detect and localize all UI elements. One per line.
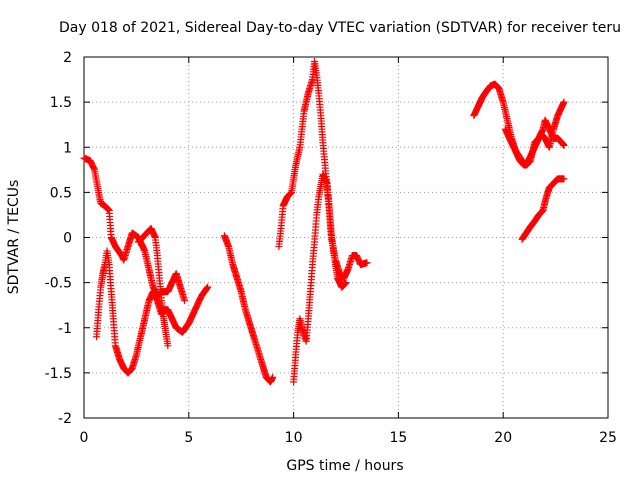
satellite-track-9 bbox=[518, 175, 568, 243]
data-point bbox=[560, 141, 568, 149]
y-tick-label: 0.5 bbox=[50, 185, 72, 201]
y-tick-label: 1 bbox=[63, 140, 72, 156]
x-tick-label: 5 bbox=[184, 430, 193, 446]
y-tick-label: -0.5 bbox=[45, 276, 72, 292]
satellite-track-2 bbox=[93, 247, 212, 377]
satellite-track-8 bbox=[501, 116, 568, 169]
data-point bbox=[560, 175, 568, 183]
grid bbox=[84, 57, 608, 418]
y-tick-labels: -2 -1.5 -1 -0.5 0 0.5 1 1.5 2 bbox=[45, 50, 72, 427]
y-tick-label: -2 bbox=[58, 411, 72, 427]
data-point bbox=[269, 373, 277, 381]
satellite-track-6 bbox=[290, 170, 371, 386]
data-series bbox=[80, 58, 568, 386]
chart-title: Day 018 of 2021, Sidereal Day-to-day VTE… bbox=[59, 20, 621, 36]
y-tick-label: 0 bbox=[63, 231, 72, 247]
x-tick-labels: 0 5 10 15 20 25 bbox=[80, 430, 617, 446]
plot-frame bbox=[83, 56, 609, 419]
satellite-track-5 bbox=[275, 58, 350, 291]
y-tick-label: 2 bbox=[63, 50, 72, 66]
y-tick-label: 1.5 bbox=[50, 95, 72, 111]
x-tick-label: 20 bbox=[494, 430, 512, 446]
data-point bbox=[181, 297, 189, 305]
y-axis-title: SDTVAR / TECUs bbox=[6, 180, 22, 295]
data-point bbox=[560, 98, 568, 106]
x-tick-label: 10 bbox=[285, 430, 303, 446]
data-point bbox=[342, 279, 350, 287]
x-tick-label: 15 bbox=[389, 430, 407, 446]
data-point bbox=[164, 342, 172, 350]
satellite-track-4 bbox=[220, 232, 277, 386]
y-tick-label: -1 bbox=[58, 321, 72, 337]
satellite-track-3 bbox=[134, 224, 172, 350]
satellite-track-1 bbox=[80, 154, 189, 305]
x-tick-label: 25 bbox=[599, 430, 617, 446]
axis-ticks bbox=[83, 56, 609, 419]
data-point bbox=[204, 283, 212, 291]
y-tick-label: -1.5 bbox=[45, 366, 72, 382]
x-axis-title: GPS time / hours bbox=[286, 458, 403, 474]
x-tick-label: 0 bbox=[80, 430, 89, 446]
data-point bbox=[363, 259, 371, 267]
